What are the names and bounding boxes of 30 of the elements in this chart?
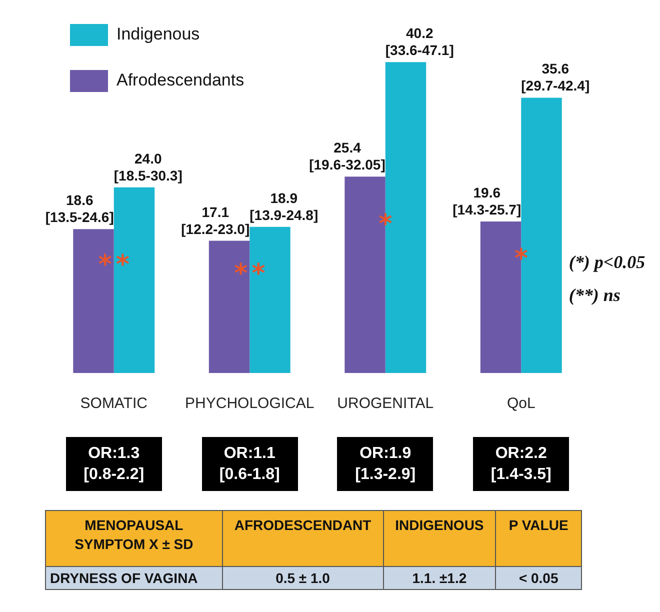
text: OR:1.3 [0.8-2.2] xyxy=(66,437,162,491)
data-label: 40.2 [33.6-47.1] xyxy=(385,25,454,58)
legend-label: Indigenous xyxy=(116,24,200,44)
data-label: 19.6 [14.3-25.7] xyxy=(452,184,522,218)
text: DRYNESS OF VAGINA xyxy=(46,566,222,590)
annotation: ** xyxy=(234,258,270,289)
data-label: 18.9 [13.9-24.8] xyxy=(250,190,318,223)
text: OR:1.9 [1.3-2.9] xyxy=(337,437,434,491)
text: < 0.05 xyxy=(496,566,582,590)
annotation: * xyxy=(514,244,532,274)
text: 0.5 ± 1.0 xyxy=(222,566,384,590)
x-tick-label: SOMATIC xyxy=(80,395,148,412)
x-tick-label: UROGENITAL xyxy=(337,395,434,412)
category-label: P VALUE xyxy=(496,510,582,566)
x-tick-label: PHYCHOLOGICAL xyxy=(185,395,314,412)
data-label: 18.6 [13.5-24.6] xyxy=(45,192,114,226)
data-label: 17.1 [12.2-23.0] xyxy=(181,204,250,237)
legend-label: Afrodescendants xyxy=(116,70,244,90)
text: OR:1.1 [0.6-1.8] xyxy=(202,437,298,491)
annotation: (**) ns xyxy=(568,285,620,306)
text: 1.1. ±1.2 xyxy=(383,566,496,590)
data-label: 35.6 [29.7-42.4] xyxy=(521,60,590,94)
x-tick-label: QoL xyxy=(506,395,536,412)
annotation: (*) p<0.05 xyxy=(568,252,646,273)
data-label: 24.0 [18.5-30.3] xyxy=(114,150,182,184)
data-label: 25.4 [19.6-32.05] xyxy=(309,140,386,173)
category-label: MENOPAUSAL SYMPTOM X ± SD xyxy=(46,510,222,566)
text: OR:2.2 [1.4-3.5] xyxy=(473,437,570,491)
category-label: AFRODESCENDANT xyxy=(222,510,384,566)
category-label: INDIGENOUS xyxy=(383,510,496,566)
